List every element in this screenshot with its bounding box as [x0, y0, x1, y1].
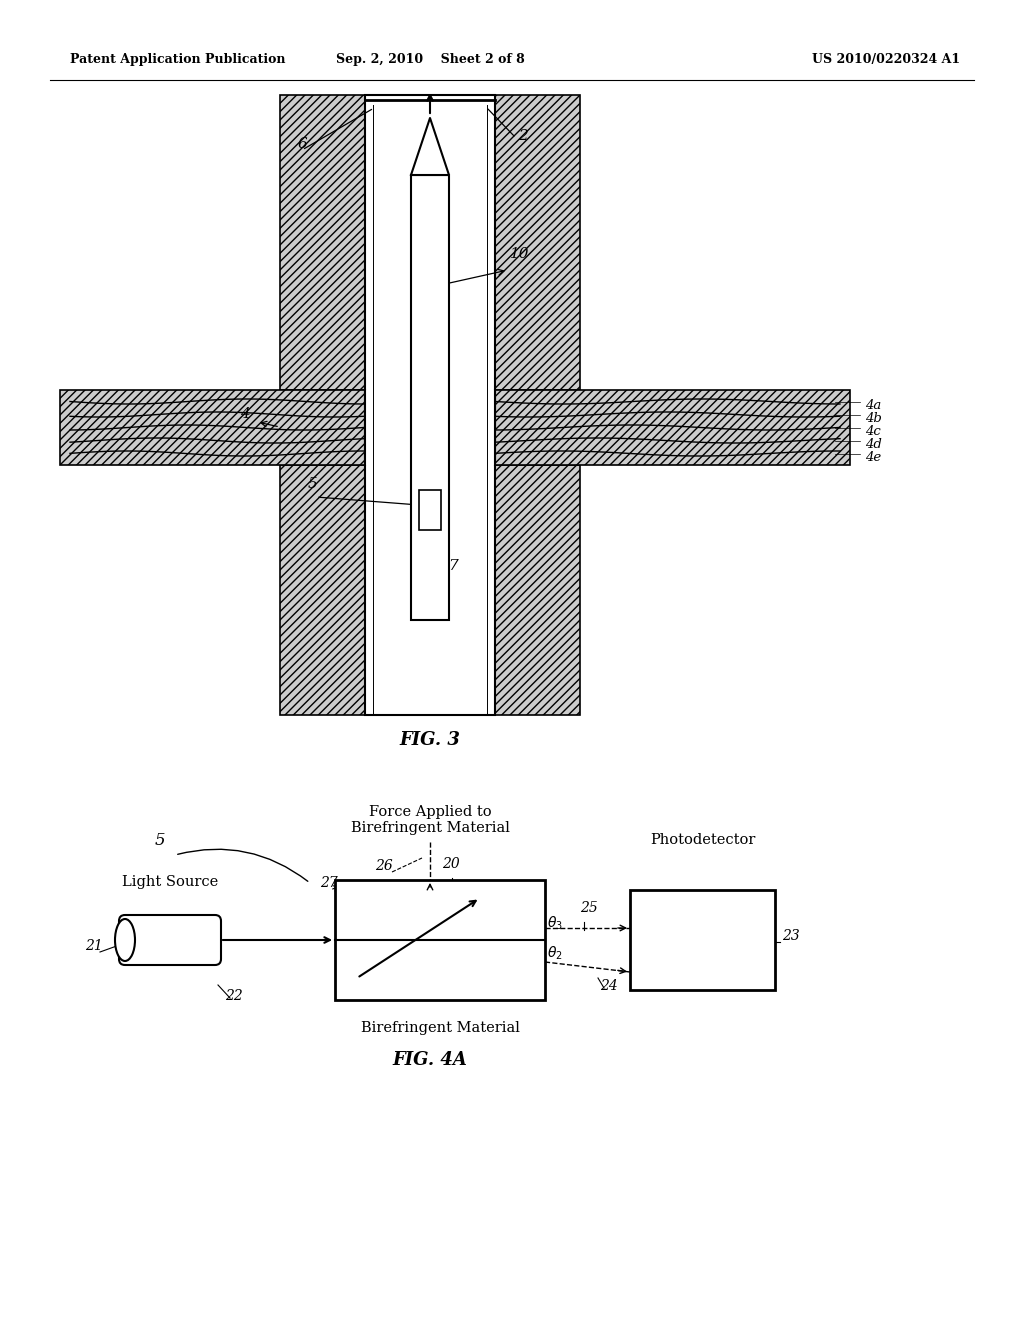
Text: 5: 5 — [155, 832, 166, 849]
Text: 27: 27 — [319, 876, 338, 890]
Text: FIG. 4A: FIG. 4A — [392, 1051, 467, 1069]
Polygon shape — [411, 117, 449, 176]
Bar — [630, 890, 775, 990]
Bar — [280, 95, 580, 389]
FancyBboxPatch shape — [119, 915, 221, 965]
Bar — [365, 389, 495, 465]
Text: $\theta_2$: $\theta_2$ — [547, 945, 563, 962]
Text: 4a: 4a — [865, 399, 882, 412]
Text: 4c: 4c — [865, 425, 881, 438]
Text: Patent Application Publication: Patent Application Publication — [70, 54, 286, 66]
Text: 4: 4 — [240, 407, 250, 421]
Text: Force Applied to
Birefringent Material: Force Applied to Birefringent Material — [350, 805, 509, 836]
Text: Photodetector: Photodetector — [650, 833, 755, 847]
Text: 5: 5 — [308, 477, 317, 491]
Bar — [419, 490, 441, 531]
Bar — [280, 465, 580, 715]
Text: $\theta_3$: $\theta_3$ — [547, 915, 563, 932]
Text: 7: 7 — [449, 558, 458, 573]
Text: 22: 22 — [225, 989, 243, 1003]
Text: 10: 10 — [510, 247, 529, 261]
Text: 24: 24 — [600, 979, 617, 993]
Text: 23: 23 — [782, 929, 800, 942]
Text: 25: 25 — [580, 902, 598, 915]
Text: Sep. 2, 2010    Sheet 2 of 8: Sep. 2, 2010 Sheet 2 of 8 — [336, 54, 524, 66]
Text: 4b: 4b — [865, 412, 882, 425]
Text: 4d: 4d — [865, 438, 882, 451]
Text: 21: 21 — [85, 939, 102, 953]
Bar — [335, 880, 545, 1001]
Text: US 2010/0220324 A1: US 2010/0220324 A1 — [812, 54, 961, 66]
Bar — [365, 95, 495, 715]
Ellipse shape — [115, 919, 135, 961]
Text: 26: 26 — [375, 859, 393, 873]
Text: 4e: 4e — [865, 451, 882, 465]
Text: Light Source: Light Source — [122, 875, 218, 888]
Text: 6: 6 — [298, 137, 308, 150]
Text: Birefringent Material: Birefringent Material — [360, 1020, 519, 1035]
Text: FIG. 3: FIG. 3 — [399, 731, 461, 748]
Text: $\theta_1$: $\theta_1$ — [390, 929, 406, 946]
Bar — [411, 176, 449, 620]
Text: 20: 20 — [442, 857, 460, 871]
Bar — [60, 389, 850, 465]
Text: 2: 2 — [518, 129, 527, 143]
